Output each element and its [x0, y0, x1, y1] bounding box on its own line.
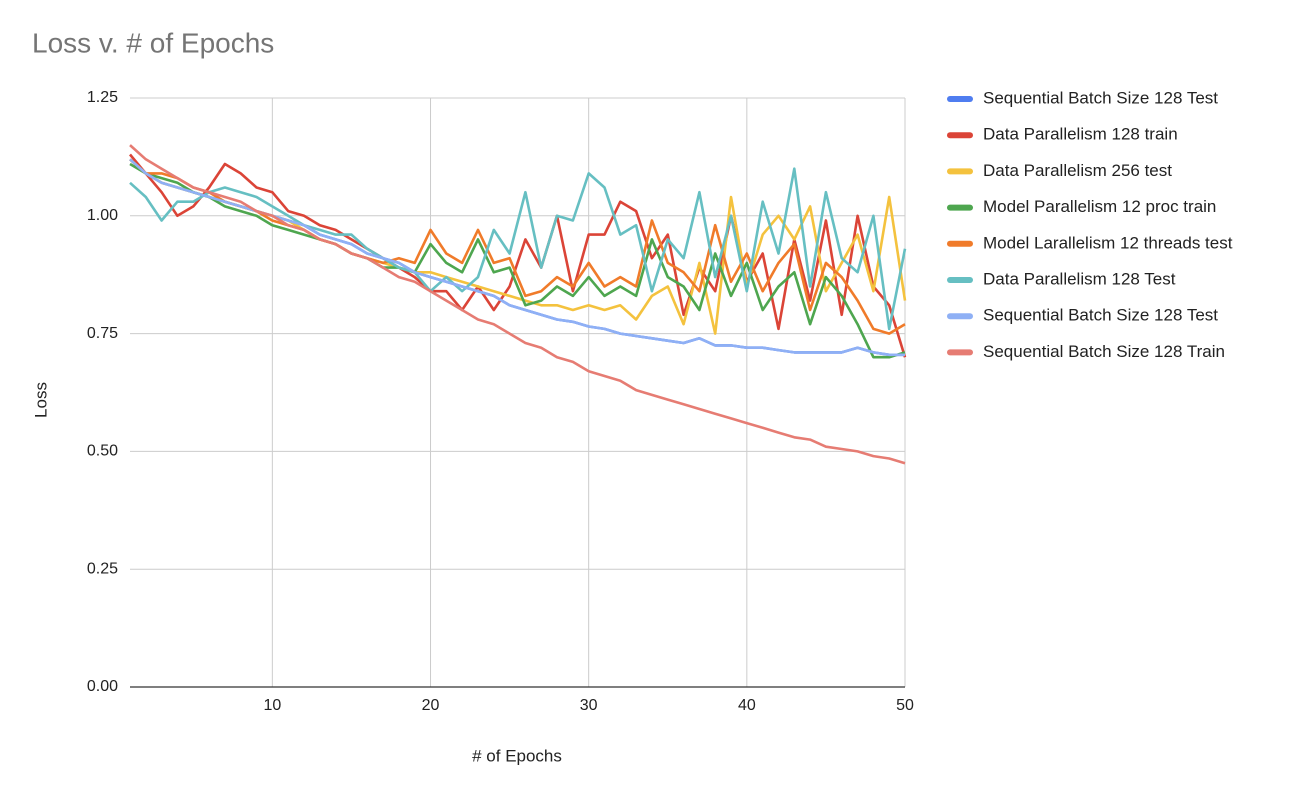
y-tick-label: 0.75 — [87, 325, 118, 342]
legend-label: Model Larallelism 12 threads test — [983, 233, 1233, 252]
y-tick-label: 0.50 — [87, 443, 118, 460]
legend-label: Sequential Batch Size 128 Train — [983, 342, 1225, 361]
y-tick-label: 1.25 — [87, 89, 118, 106]
series-line — [129, 162, 906, 359]
x-tick-label: 50 — [896, 697, 914, 714]
x-axis-label: # of Epochs — [472, 746, 562, 765]
series-line — [129, 158, 905, 357]
series-line — [129, 153, 907, 358]
series-line — [129, 144, 906, 465]
legend-label: Model Parallelism 12 proc train — [983, 197, 1216, 216]
series-line — [129, 158, 905, 357]
x-tick-label: 40 — [738, 697, 756, 714]
legend-label: Data Parallelism 128 train — [983, 125, 1178, 144]
x-tick-label: 20 — [422, 697, 440, 714]
chart-title: Loss v. # of Epochs — [32, 27, 274, 58]
legend-label: Data Parallelism 256 test — [983, 161, 1172, 180]
legend-label: Sequential Batch Size 128 Test — [983, 88, 1218, 107]
legend-label: Sequential Batch Size 128 Test — [983, 306, 1218, 325]
y-tick-label: 0.25 — [87, 560, 118, 577]
y-axis-label: Loss — [31, 382, 50, 418]
y-tick-label: 0.00 — [87, 678, 118, 695]
y-tick-label: 1.00 — [87, 207, 118, 224]
legend-label: Data Parallelism 128 Test — [983, 269, 1176, 288]
series-line — [129, 167, 907, 331]
x-tick-label: 10 — [263, 697, 281, 714]
x-tick-label: 30 — [580, 697, 598, 714]
